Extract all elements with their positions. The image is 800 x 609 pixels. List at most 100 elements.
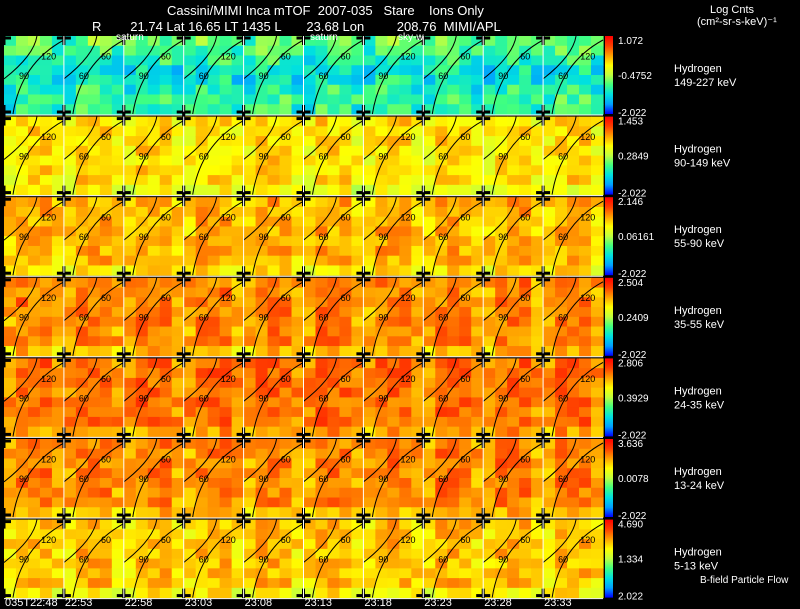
heatmap-cell bbox=[231, 206, 245, 218]
heatmap-cell bbox=[159, 326, 173, 337]
heatmap-cell bbox=[519, 136, 532, 147]
heatmap-cell bbox=[363, 407, 376, 418]
heatmap-cell bbox=[231, 387, 245, 398]
heatmap-cell bbox=[591, 226, 604, 237]
heatmap-cell bbox=[51, 197, 65, 208]
contour-label: 60 bbox=[161, 132, 171, 142]
heatmap-cell bbox=[435, 316, 448, 328]
heatmap-cell bbox=[195, 236, 209, 247]
heatmap-cell bbox=[171, 439, 185, 450]
contour-line bbox=[132, 523, 184, 598]
heatmap-cell bbox=[555, 587, 568, 599]
contour-line bbox=[363, 438, 397, 483]
heatmap-cell bbox=[279, 175, 293, 186]
heatmap-cell bbox=[351, 94, 364, 105]
heatmap-cell bbox=[543, 468, 556, 479]
heatmap-cell bbox=[519, 336, 532, 347]
heatmap-cell bbox=[363, 519, 376, 530]
heatmap-cell bbox=[375, 487, 388, 499]
heatmap-cell bbox=[183, 175, 197, 186]
heatmap-cell bbox=[99, 487, 113, 499]
heatmap-cell bbox=[147, 36, 161, 47]
contour-line bbox=[542, 438, 577, 483]
heatmap-cell bbox=[447, 84, 460, 96]
units-subtitle: (cm²-sr-s-keV)⁻¹ bbox=[697, 16, 777, 28]
heatmap-cell bbox=[267, 307, 281, 318]
heatmap-cell bbox=[159, 307, 173, 318]
contour-label: 90 bbox=[19, 393, 29, 403]
heatmap-cell bbox=[39, 336, 53, 347]
heatmap-cell bbox=[495, 94, 508, 105]
heatmap-cell bbox=[63, 116, 77, 127]
heatmap-cell bbox=[375, 197, 388, 208]
heatmap-cell bbox=[315, 336, 329, 347]
heatmap-cell bbox=[171, 65, 185, 76]
heatmap-cell bbox=[87, 397, 101, 408]
heatmap-cell bbox=[471, 387, 484, 398]
heatmap-cell bbox=[51, 397, 65, 408]
heatmap-cell bbox=[411, 336, 424, 347]
contour-label: 120 bbox=[221, 374, 236, 384]
heatmap-cell bbox=[63, 439, 77, 450]
heatmap-cell bbox=[447, 216, 460, 228]
heatmap-cell bbox=[555, 529, 568, 540]
heatmap-cell bbox=[135, 426, 149, 437]
heatmap-cell bbox=[555, 165, 568, 176]
heatmap-cell bbox=[531, 245, 544, 257]
heatmap-cell bbox=[111, 116, 125, 127]
heatmap-cell bbox=[327, 448, 341, 460]
heatmap-cell bbox=[243, 155, 257, 166]
heatmap-cell bbox=[363, 316, 376, 328]
heatmap-cell bbox=[111, 216, 125, 228]
heatmap-cell bbox=[327, 548, 341, 560]
heatmap-cell bbox=[351, 439, 364, 450]
heatmap-cell bbox=[483, 206, 496, 218]
heatmap-cell bbox=[435, 587, 448, 599]
heatmap-cell bbox=[591, 346, 604, 357]
heatmap-cell bbox=[111, 426, 125, 437]
heatmap-cell bbox=[471, 478, 484, 489]
heatmap-cell bbox=[87, 104, 101, 115]
heatmap-cell bbox=[183, 587, 197, 599]
heatmap-cell bbox=[459, 255, 472, 267]
heatmap-cell bbox=[327, 255, 341, 267]
heatmap-cell bbox=[579, 226, 592, 237]
heatmap-cell bbox=[315, 216, 329, 228]
heatmap-cell bbox=[4, 307, 17, 318]
heatmap-cell bbox=[303, 297, 317, 308]
heatmap-cell bbox=[579, 65, 592, 76]
contour-line bbox=[303, 438, 337, 483]
heatmap-cell bbox=[495, 507, 508, 518]
heatmap-cell bbox=[123, 497, 137, 508]
heatmap-cell bbox=[147, 287, 161, 298]
heatmap-cell bbox=[39, 416, 53, 428]
heatmap-cell bbox=[63, 397, 77, 408]
heatmap-cell bbox=[531, 578, 544, 589]
heatmap-cell bbox=[51, 368, 65, 379]
heatmap-cell bbox=[219, 255, 233, 267]
contour-line bbox=[183, 35, 218, 80]
heatmap-cell bbox=[399, 558, 412, 569]
heatmap-cell bbox=[483, 468, 496, 479]
heatmap-cell bbox=[435, 84, 448, 96]
heatmap-cell bbox=[555, 175, 568, 186]
cross-marker bbox=[2, 588, 6, 603]
heatmap-cell bbox=[231, 416, 245, 428]
heatmap-cell bbox=[15, 104, 29, 115]
heatmap-cell bbox=[531, 487, 544, 499]
contour-line bbox=[252, 39, 304, 115]
heatmap-cell bbox=[63, 426, 77, 437]
heatmap-cell bbox=[351, 184, 364, 196]
heatmap-cell bbox=[279, 184, 293, 196]
heatmap-cell bbox=[4, 184, 17, 196]
heatmap-cell bbox=[495, 155, 508, 166]
heatmap-cell bbox=[399, 578, 412, 589]
heatmap-cell bbox=[63, 478, 77, 489]
heatmap-cell bbox=[399, 439, 412, 450]
heatmap-cell bbox=[411, 297, 424, 308]
heatmap-cell bbox=[387, 558, 400, 569]
heatmap-cell bbox=[183, 539, 197, 550]
heatmap-cell bbox=[15, 368, 29, 379]
heatmap-cell bbox=[339, 307, 353, 318]
heatmap-cell bbox=[567, 236, 580, 247]
